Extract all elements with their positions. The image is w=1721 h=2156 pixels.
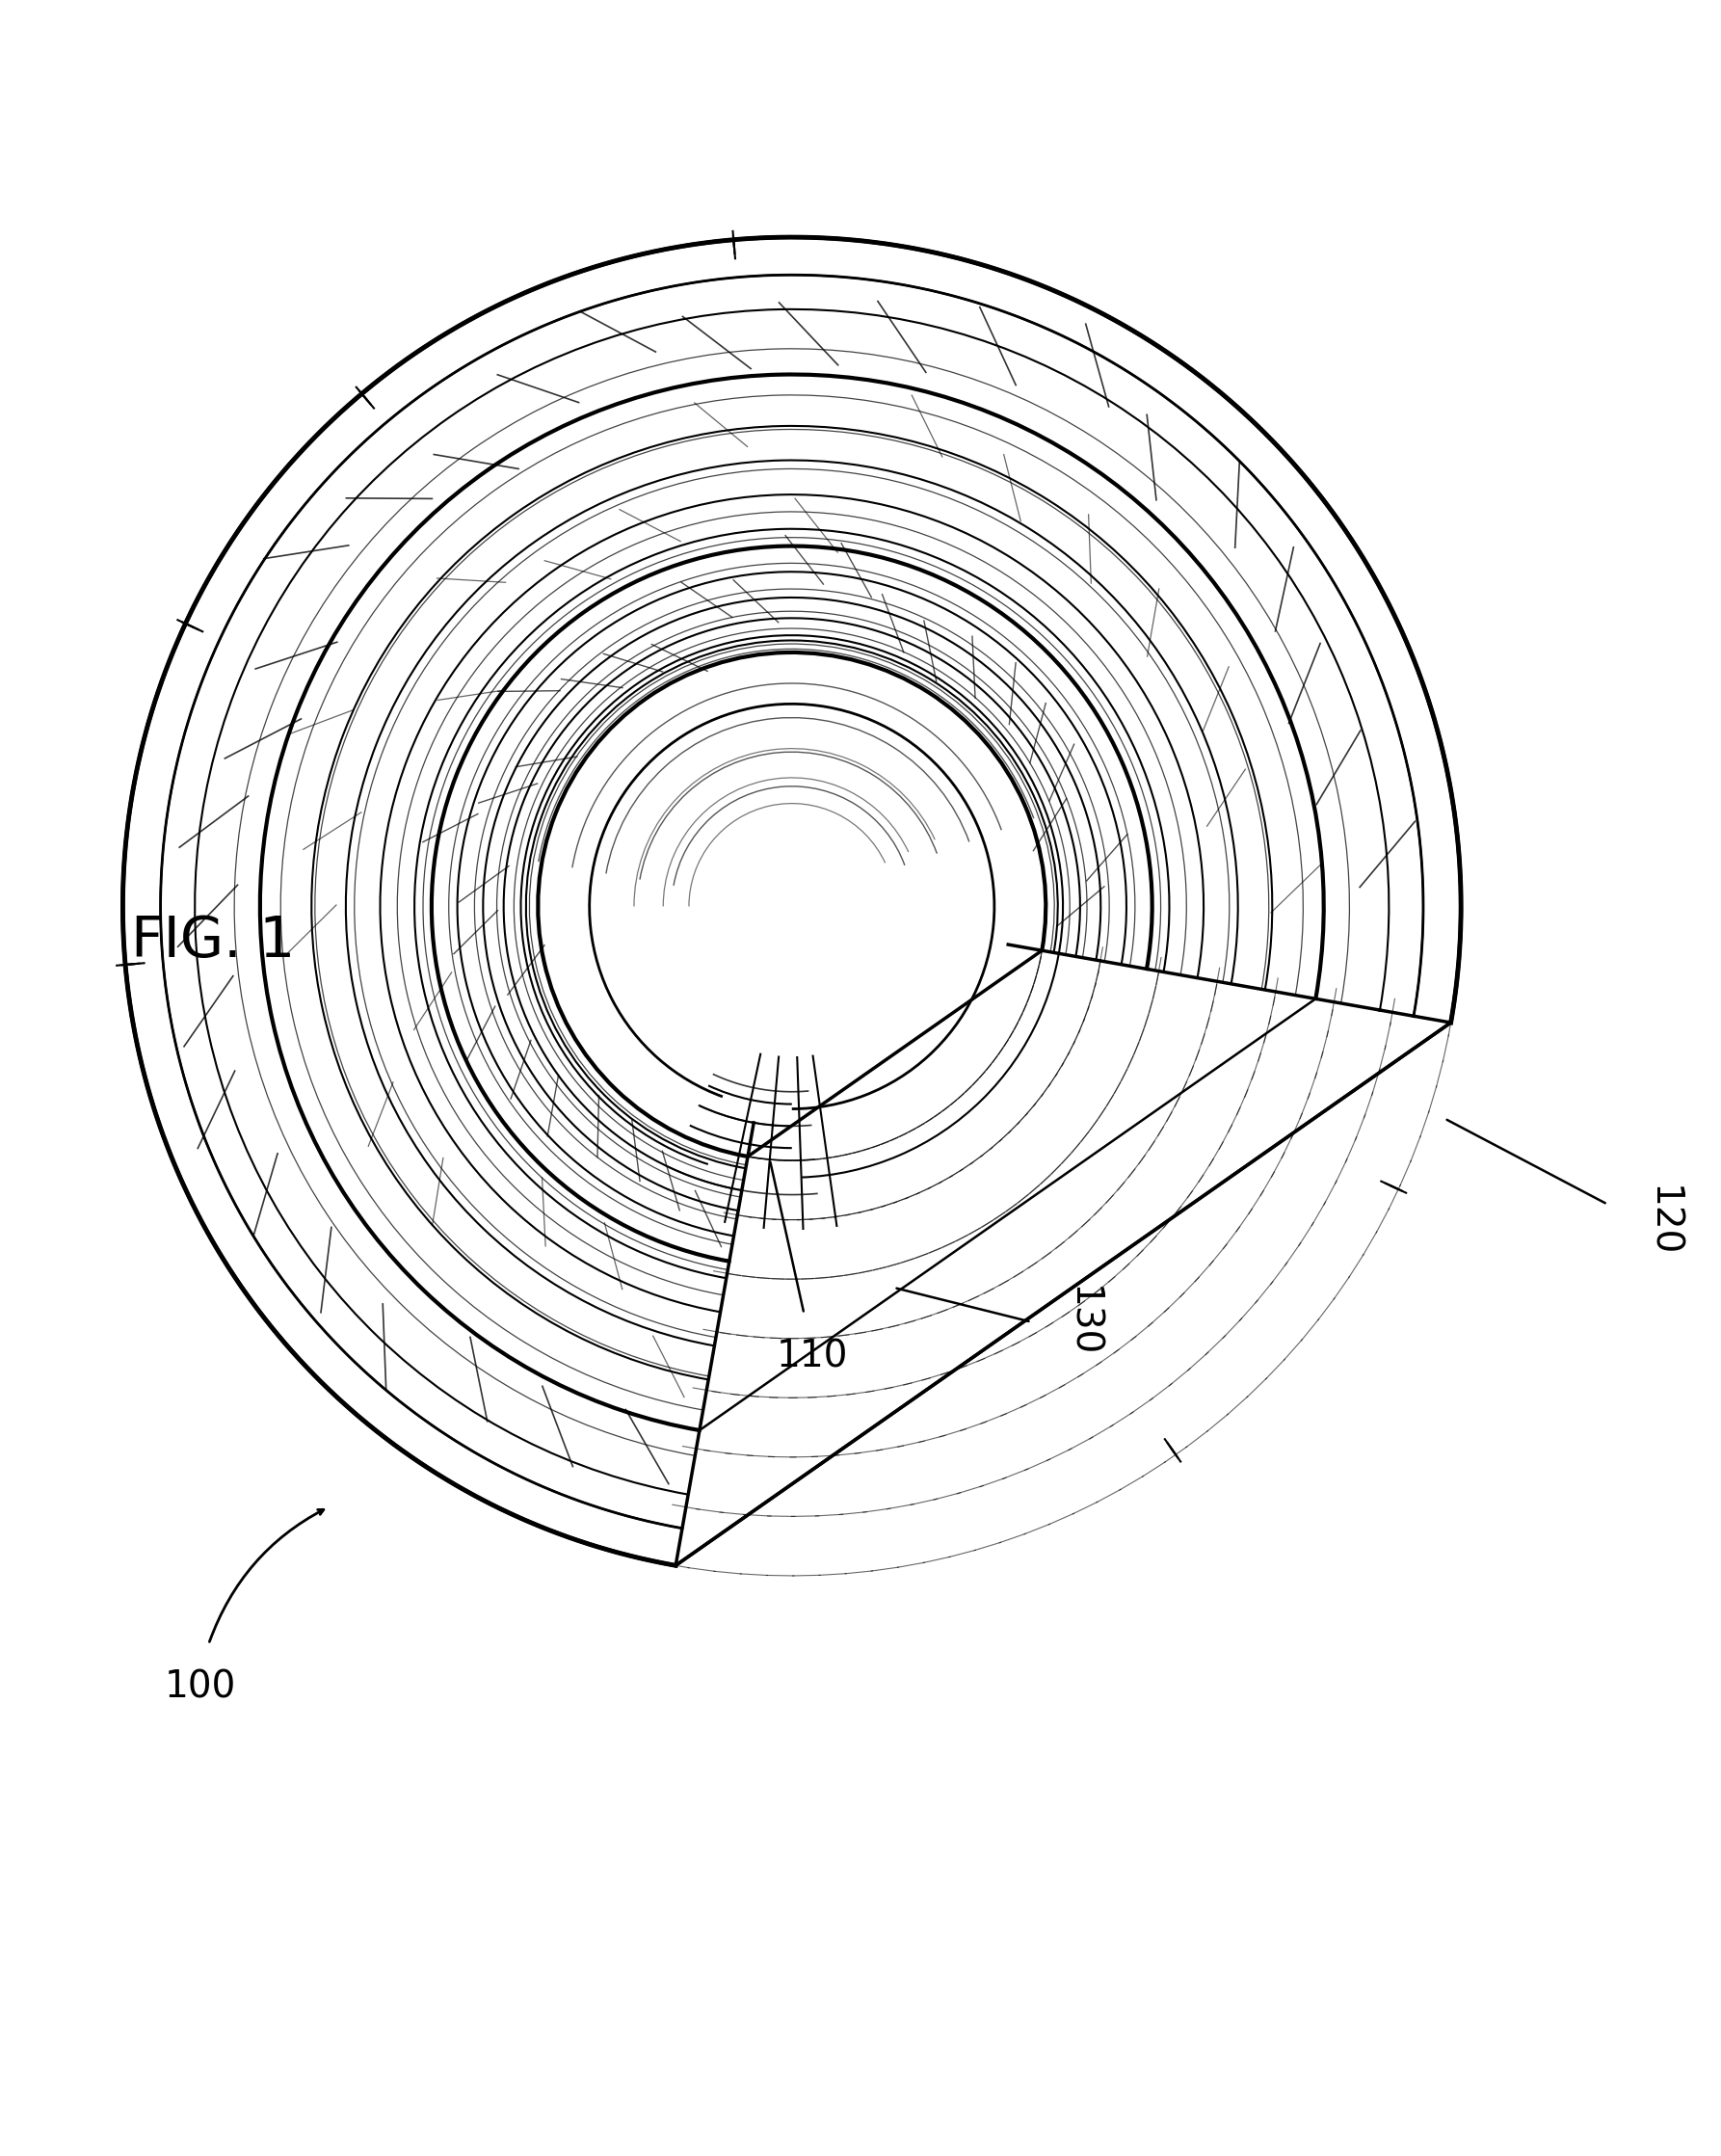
Text: 110: 110 (776, 1339, 848, 1376)
Text: 120: 120 (1644, 1186, 1681, 1257)
Text: 100: 100 (163, 1669, 236, 1705)
Text: 130: 130 (1064, 1287, 1101, 1358)
Text: FIG. 1: FIG. 1 (131, 914, 296, 968)
